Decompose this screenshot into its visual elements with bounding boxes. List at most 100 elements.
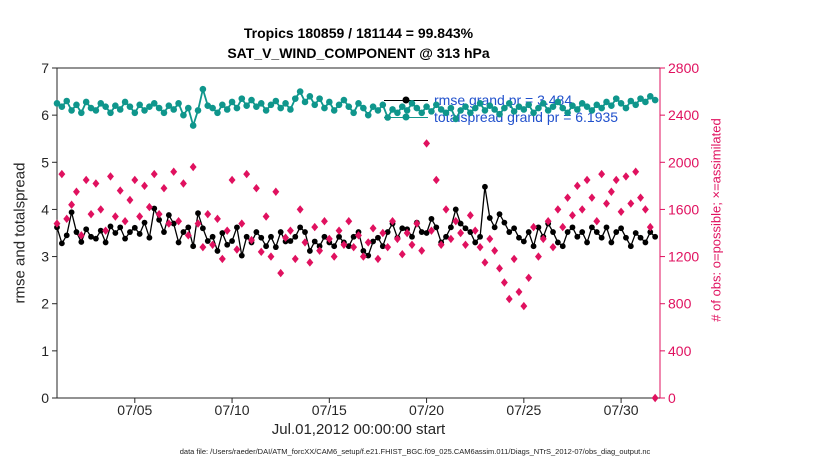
- y-tick-label-right: 2000: [668, 154, 699, 170]
- rmse-marker: [219, 230, 226, 236]
- rmse-marker: [161, 229, 167, 235]
- obs-diamond-marker: [384, 242, 392, 252]
- rmse-marker: [287, 238, 294, 244]
- obs-diamond-marker: [160, 184, 168, 193]
- rmse-marker: [623, 234, 629, 241]
- totalspread-marker: [272, 97, 280, 105]
- obs-diamond-marker: [136, 212, 144, 221]
- y-tick-label-left: 0: [41, 390, 49, 406]
- y-tick-label-left: 1: [41, 343, 49, 359]
- totalspread-marker: [267, 101, 275, 109]
- obs-diamond-marker: [588, 193, 596, 202]
- totalspread-marker: [287, 106, 294, 113]
- totalspread-marker: [637, 95, 644, 102]
- totalspread-marker: [617, 100, 625, 107]
- rmse-marker: [117, 224, 124, 231]
- legend-sample-rmse: [384, 95, 428, 105]
- obs-diamond-marker: [257, 247, 265, 257]
- totalspread-marker: [316, 95, 323, 102]
- totalspread-marker: [87, 104, 95, 112]
- totalspread-marker: [53, 100, 61, 107]
- obs-diamond-marker: [646, 222, 654, 232]
- obs-diamond-marker: [286, 226, 294, 235]
- rmse-marker: [229, 238, 235, 244]
- rmse-marker: [345, 243, 352, 250]
- obs-diamond-marker: [520, 301, 528, 311]
- obs-diamond-marker: [471, 226, 479, 235]
- rmse-marker: [263, 243, 270, 250]
- series-obs_assimilated: [53, 139, 659, 403]
- rmse-marker: [234, 224, 240, 231]
- y-tick-label-left: 2: [41, 296, 49, 312]
- obs-diamond-marker: [437, 240, 445, 249]
- totalspread-marker: [262, 107, 270, 114]
- rmse-marker: [632, 230, 639, 236]
- obs-diamond-marker: [321, 217, 328, 226]
- obs-diamond-marker: [204, 209, 212, 219]
- totalspread-marker: [82, 98, 90, 106]
- obs-diamond-marker: [607, 187, 615, 196]
- y-tick-label-left: 3: [41, 249, 49, 265]
- legend-dot-icon: [402, 113, 410, 120]
- rmse-marker: [608, 239, 615, 246]
- totalspread-marker: [92, 107, 100, 114]
- obs-diamond-marker: [77, 231, 85, 240]
- rmse-marker: [472, 239, 479, 246]
- obs-diamond-marker: [379, 228, 387, 238]
- rmse-marker: [613, 229, 620, 235]
- obs-diamond-marker: [641, 205, 649, 214]
- obs-diamond-marker: [330, 252, 338, 261]
- obs-diamond-marker: [218, 254, 226, 264]
- rmse-marker: [151, 205, 158, 212]
- totalspread-marker: [622, 104, 630, 112]
- rmse-marker: [311, 238, 318, 245]
- totalspread-marker: [141, 107, 148, 114]
- obs-diamond-marker: [145, 202, 153, 212]
- rmse-marker: [175, 239, 182, 246]
- obs-diamond-marker: [82, 175, 90, 185]
- rmse-marker: [302, 229, 308, 235]
- rmse-marker: [170, 220, 177, 227]
- rmse-marker: [482, 183, 488, 190]
- obs-diamond-marker: [73, 187, 80, 196]
- totalspread-marker: [340, 96, 348, 104]
- rmse-marker: [511, 225, 518, 232]
- totalspread-marker: [112, 102, 119, 110]
- rmse-marker: [365, 252, 372, 259]
- rmse-marker: [477, 233, 483, 240]
- totalspread-marker: [97, 100, 105, 107]
- totalspread-marker: [136, 101, 143, 109]
- obs-diamond-marker: [155, 209, 163, 219]
- totalspread-marker: [194, 107, 202, 114]
- totalspread-marker: [73, 101, 80, 109]
- obs-diamond-marker: [316, 246, 324, 255]
- rmse-marker: [204, 238, 211, 244]
- rmse-marker: [83, 226, 90, 233]
- totalspread-marker: [360, 104, 367, 112]
- rmse-marker: [457, 220, 464, 227]
- obs-diamond-marker: [627, 199, 635, 208]
- rmse-marker: [433, 224, 440, 231]
- rmse-marker: [637, 234, 644, 241]
- obs-diamond-marker: [350, 242, 358, 252]
- x-ticks: 07/05 07/10 07/15 07/20 07/25 07/30: [117, 398, 639, 418]
- obs-diamond-marker: [252, 184, 260, 193]
- totalspread-marker: [165, 102, 173, 110]
- obs-diamond-marker: [603, 199, 610, 208]
- rmse-marker: [282, 238, 289, 245]
- rmse-marker: [112, 230, 119, 236]
- obs-diamond-marker: [214, 214, 221, 224]
- rmse-marker: [316, 243, 323, 250]
- rmse-marker: [131, 224, 138, 231]
- rmse-marker: [438, 239, 445, 246]
- obs-diamond-marker: [199, 242, 207, 252]
- rmse-marker: [540, 233, 547, 240]
- rmse-marker: [579, 229, 586, 235]
- obs-diamond-marker: [223, 226, 231, 235]
- x-axis-label: Jul.01,2012 00:00:00 start: [271, 421, 446, 438]
- rmse-marker: [127, 229, 133, 235]
- obs-diamond-marker: [491, 246, 499, 255]
- totalspread-marker: [170, 106, 178, 113]
- data-file-caption: data file: /Users/raeder/DAI/ATM_forcXX/…: [179, 447, 651, 456]
